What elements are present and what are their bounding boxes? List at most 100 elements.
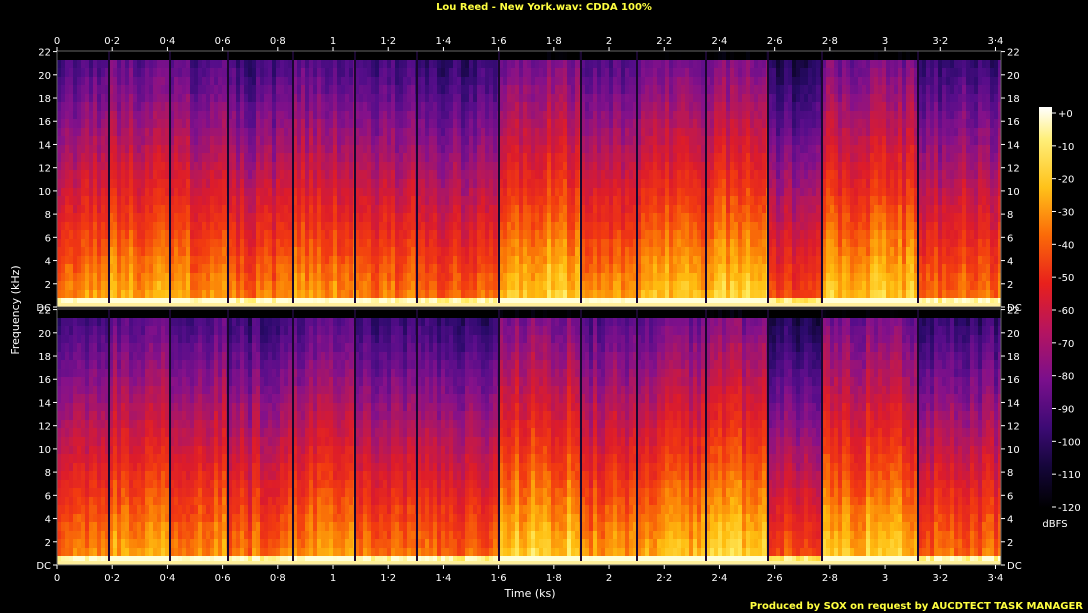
spectrogram-cell (288, 281, 292, 291)
spectrogram-cell (649, 119, 653, 129)
spectrogram-cell (601, 111, 605, 120)
spectrogram-cell (649, 77, 653, 86)
spectrogram-cell (264, 205, 268, 214)
spectrogram-cell (399, 162, 403, 171)
spectrogram-cell (493, 145, 497, 154)
spectrogram-cell (325, 51, 329, 61)
spectrogram-cell (499, 60, 503, 69)
spectrogram-cell (677, 77, 681, 86)
spectrogram-cell (218, 213, 222, 223)
spectrogram-cell (101, 205, 105, 214)
spectrogram-cell (527, 290, 531, 299)
spectrogram-cell (252, 230, 256, 240)
spectrogram-cell (190, 77, 194, 86)
spectrogram-cell (649, 153, 653, 163)
spectrogram-cell (379, 94, 383, 103)
spectrogram-cell (387, 188, 391, 197)
spectrogram-cell (629, 281, 633, 291)
spectrogram-cell (240, 119, 244, 129)
spectrogram-cell (477, 256, 481, 265)
spectrogram-cell (161, 119, 165, 129)
spectrogram-cell (605, 188, 609, 197)
spectrogram-cell (194, 196, 198, 206)
spectrogram-cell (141, 51, 145, 61)
spectrogram-cell (593, 256, 597, 265)
spectrogram-cell (425, 94, 429, 103)
spectrogram-cell (117, 222, 121, 231)
spectrogram-cell (371, 128, 375, 137)
spectrogram-cell (465, 85, 469, 95)
spectrogram-cell (309, 222, 313, 231)
spectrogram-cell (661, 111, 665, 120)
spectrogram-cell (165, 281, 169, 291)
spectrogram-cell (689, 230, 693, 240)
spectrogram-cell (449, 256, 453, 265)
spectrogram-cell (174, 51, 178, 61)
spectrogram-cell (190, 256, 194, 265)
spectrogram-cell (57, 290, 61, 299)
spectrogram-cell (581, 247, 585, 257)
spectrogram-cell (527, 136, 531, 146)
spectrogram-cell (297, 222, 301, 231)
spectrogram-cell (355, 239, 359, 248)
spectrogram-cell (469, 273, 473, 282)
spectrogram-cell (109, 247, 113, 257)
spectrogram-cell (321, 162, 325, 171)
spectrogram-cell (145, 77, 149, 86)
spectrogram-cell (284, 290, 288, 299)
spectrogram-cell (403, 230, 407, 240)
spectrogram-cell (511, 77, 515, 86)
spectrogram-cell (117, 213, 121, 223)
spectrogram-cell (469, 77, 473, 86)
spectrogram-cell (359, 179, 363, 189)
spectrogram-cell (581, 102, 585, 112)
spectrogram-cell (170, 51, 174, 61)
spectrogram-cell (593, 128, 597, 137)
spectrogram-cell (445, 298, 449, 308)
spectrogram-cell (477, 273, 481, 282)
spectrogram-cell (367, 264, 371, 274)
spectrogram-cell (555, 239, 559, 248)
spectrogram-cell (563, 162, 567, 171)
spectrogram-cell (425, 188, 429, 197)
spectrogram-cell (190, 264, 194, 274)
spectrogram-cell (367, 298, 371, 308)
spectrogram-cell (395, 51, 399, 61)
spectrogram-cell (317, 60, 321, 69)
spectrogram-cell (425, 162, 429, 171)
spectrogram-cell (371, 153, 375, 163)
spectrogram-cell (379, 196, 383, 206)
spectrogram-cell (657, 213, 661, 223)
spectrogram-cell (523, 273, 527, 282)
spectrogram-cell (301, 179, 305, 189)
spectrogram-cell (101, 102, 105, 112)
spectrogram-cell (214, 205, 218, 214)
spectrogram-cell (268, 213, 272, 223)
spectrogram-cell (677, 85, 681, 95)
spectrogram-cell (240, 273, 244, 282)
spectrogram-cell (499, 136, 503, 146)
spectrogram-cell (101, 170, 105, 180)
spectrogram-cell (272, 205, 276, 214)
spectrogram-cell (665, 273, 669, 282)
spectrogram-cell (563, 119, 567, 129)
spectrogram-cell (555, 51, 559, 61)
spectrogram-cell (629, 85, 633, 95)
spectrogram-cell (593, 188, 597, 197)
spectrogram-cell (601, 94, 605, 103)
spectrogram-cell (665, 153, 669, 163)
spectrogram-cell (519, 230, 523, 240)
spectrogram-cell (461, 188, 465, 197)
spectrogram-cell (499, 290, 503, 299)
spectrogram-cell (305, 128, 309, 137)
spectrogram-cell (105, 68, 109, 78)
spectrogram-cell (359, 102, 363, 112)
spectrogram-cell (387, 60, 391, 69)
spectrogram-cell (178, 188, 182, 197)
spectrogram-cell (391, 102, 395, 112)
spectrogram-cell (260, 264, 264, 274)
spectrogram-cell (531, 188, 535, 197)
spectrogram-cell (523, 239, 527, 248)
spectrogram-cell (531, 145, 535, 154)
spectrogram-cell (256, 119, 260, 129)
